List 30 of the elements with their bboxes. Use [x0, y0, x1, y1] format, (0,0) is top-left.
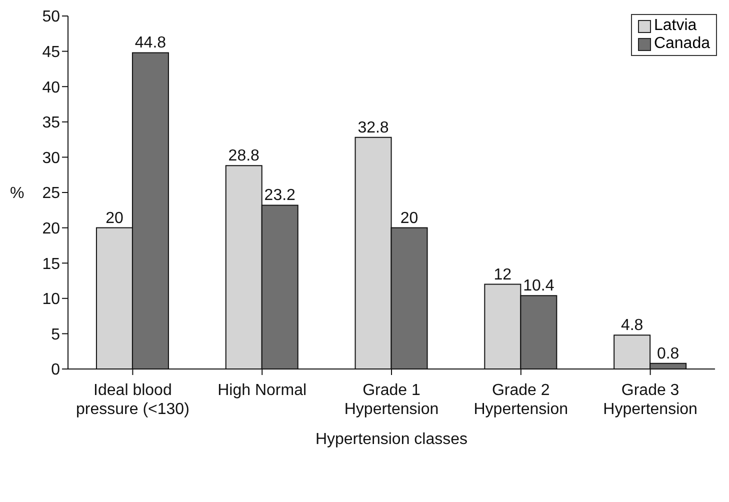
x-tick-label: Grade 1 Hypertension — [344, 382, 439, 418]
data-label: 12 — [494, 266, 512, 284]
data-label: 32.8 — [358, 119, 389, 136]
y-tick-label: 40 — [42, 79, 60, 96]
y-tick-label: 15 — [42, 256, 60, 273]
y-tick-label: 45 — [42, 44, 60, 61]
data-label: 0.8 — [656, 345, 680, 362]
x-tick-label: Grade 2 Hypertension — [474, 382, 568, 418]
x-axis-title: Hypertension classes — [315, 431, 468, 448]
y-tick-label: 10 — [42, 291, 60, 308]
data-label: 23.2 — [264, 187, 296, 204]
y-tick-label: 5 — [51, 326, 60, 344]
y-tick-label: 50 — [42, 8, 60, 26]
x-tick-label: Grade 3 Hypertension — [603, 382, 698, 418]
data-label: 20 — [106, 210, 124, 227]
legend-label: Canada — [654, 35, 710, 53]
x-tick-label: High Normal — [218, 382, 307, 399]
data-label: 10.4 — [523, 278, 554, 295]
data-label: 4.8 — [620, 317, 644, 334]
x-tick-label: Ideal blood pressure (<130) — [76, 382, 190, 418]
y-tick-label: 30 — [42, 150, 60, 167]
data-label: 44.8 — [134, 34, 166, 52]
y-axis-title: % — [10, 185, 24, 202]
y-tick-label: 20 — [42, 220, 60, 238]
legend-label: Latvia — [654, 17, 697, 35]
data-label: 28.8 — [228, 148, 260, 165]
y-tick-label: 25 — [42, 185, 60, 202]
y-tick-label: 35 — [42, 114, 60, 132]
y-tick-label: 0 — [51, 362, 60, 379]
data-label: 20 — [400, 210, 418, 227]
